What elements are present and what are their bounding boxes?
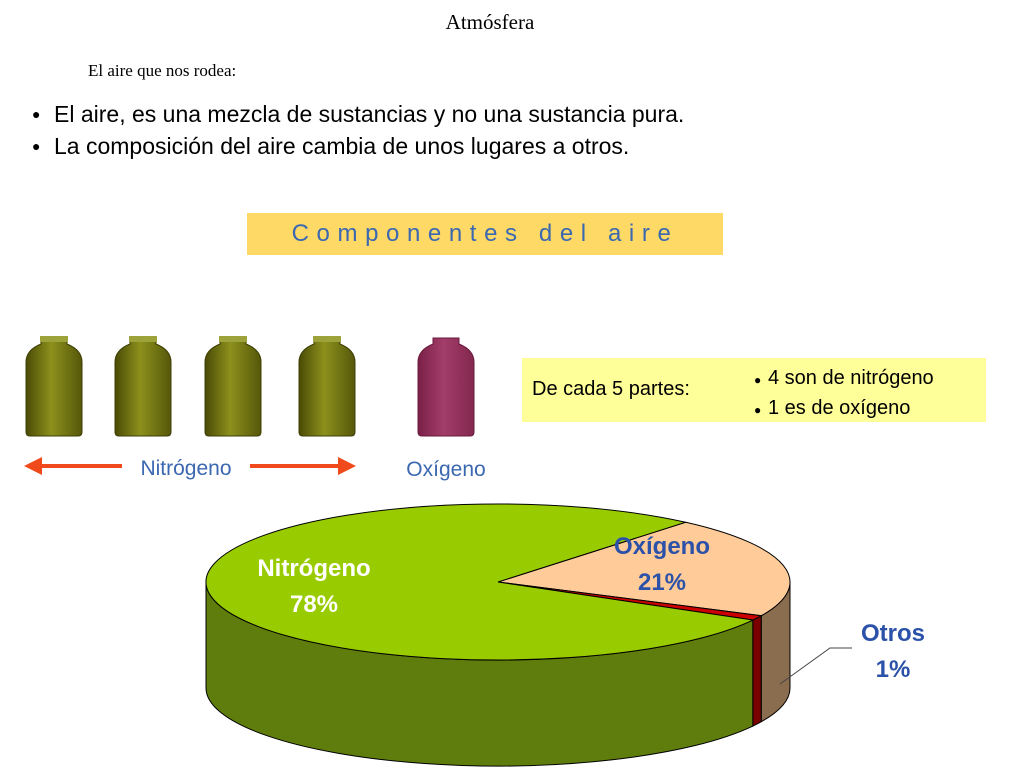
pie-labels: Nitrógeno 78% Oxígeno 21% Otros 1% bbox=[257, 533, 925, 685]
nitrogen-bottle-icon bbox=[114, 337, 172, 437]
bullet-item: ● La composición del aire cambia de unos… bbox=[32, 132, 744, 160]
slice-label-name: Nitrógeno bbox=[257, 555, 370, 582]
bullet-list: ● El aire, es una mezcla de sustancias y… bbox=[32, 100, 744, 164]
pie-side-otros bbox=[752, 614, 762, 727]
nitrogen-bottle-icon bbox=[25, 337, 83, 437]
pie-slice-oxígeno bbox=[497, 521, 791, 617]
info-item: ● 4 son de nitrógeno bbox=[754, 364, 934, 394]
slice-label-value: 78% bbox=[290, 591, 338, 618]
nitrogen-bottle-icon bbox=[204, 337, 262, 437]
oxygen-bottle-label: Oxígeno bbox=[406, 458, 485, 481]
slice-label-name: Oxígeno bbox=[614, 533, 710, 560]
pie-slice-nitrógeno bbox=[205, 503, 755, 661]
info-item: ● 1 es de oxígeno bbox=[754, 394, 934, 424]
bullet-icon: ● bbox=[32, 138, 41, 154]
nitrogen-arrow bbox=[24, 457, 356, 475]
otros-leader-line bbox=[779, 647, 852, 685]
bullet-text: La composición del aire cambia de unos l… bbox=[54, 133, 630, 159]
nitrogen-bottle-icon bbox=[298, 337, 356, 437]
oxygen-bottle-icon bbox=[417, 337, 475, 437]
bullet-icon: ● bbox=[754, 403, 762, 417]
bullet-item: ● El aire, es una mezcla de sustancias y… bbox=[32, 100, 744, 128]
bottle-group bbox=[25, 336, 475, 437]
pie-chart bbox=[205, 503, 791, 767]
info-items: ● 4 son de nitrógeno ● 1 es de oxígeno bbox=[754, 364, 934, 424]
components-banner: Componentes del aire bbox=[247, 213, 723, 255]
nitrogen-bottle-label: Nitrógeno bbox=[140, 457, 231, 480]
info-box: De cada 5 partes: ● 4 son de nitrógeno ● 1… bbox=[522, 358, 986, 422]
info-item-text: 1 es de oxígeno bbox=[768, 397, 911, 419]
bullet-icon: ● bbox=[754, 373, 762, 387]
slice-label-value: 1% bbox=[876, 656, 911, 683]
info-item-text: 4 son de nitrógeno bbox=[768, 367, 934, 389]
slice-label-value: 21% bbox=[638, 569, 686, 596]
subtitle: El aire que nos rodea: bbox=[88, 61, 237, 80]
info-label: De cada 5 partes: bbox=[532, 378, 690, 400]
bullet-icon: ● bbox=[32, 106, 41, 122]
slice-label-name: Otros bbox=[861, 620, 925, 647]
bullet-text: El aire, es una mezcla de sustancias y n… bbox=[54, 101, 685, 127]
page-title: Atmósfera bbox=[445, 10, 535, 34]
